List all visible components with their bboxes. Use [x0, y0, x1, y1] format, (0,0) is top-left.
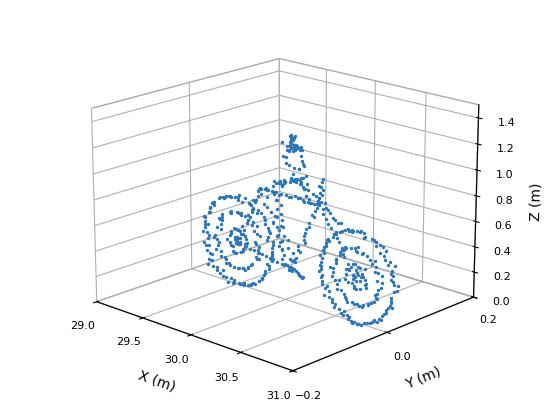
X-axis label: X (m): X (m) — [137, 368, 178, 394]
Y-axis label: Y (m): Y (m) — [403, 364, 443, 391]
